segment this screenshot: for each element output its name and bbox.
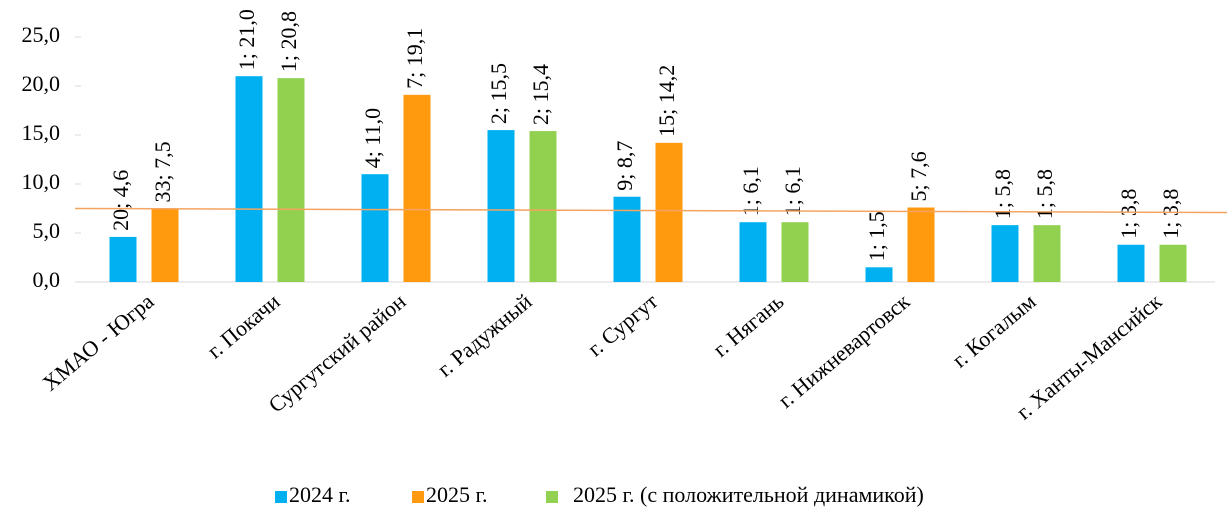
data-label: 4; 11,0	[360, 108, 385, 168]
x-tick-label: Сургутский район	[264, 288, 411, 417]
x-tick-label: г. Покачи	[202, 288, 285, 363]
data-label: 33; 7,5	[150, 141, 175, 202]
legend-swatch	[275, 491, 287, 503]
bar	[1159, 244, 1187, 282]
bar	[235, 76, 263, 282]
y-tick-label: 25,0	[22, 22, 61, 47]
bar	[991, 225, 1019, 282]
x-tick-label: г. Нягань	[708, 289, 789, 362]
data-label: 1; 6,1	[738, 166, 763, 216]
bar	[739, 222, 767, 282]
bar	[361, 174, 389, 282]
x-tick-label: г. Сургут	[583, 288, 663, 361]
x-tick-label: г. Когалым	[947, 289, 1040, 373]
y-tick-label: 20,0	[22, 71, 61, 96]
x-tick-label: ХМАО - Югра	[38, 288, 159, 395]
bar	[907, 207, 935, 282]
x-tick-label: г. Нижневартовск	[773, 288, 915, 412]
bar	[1117, 244, 1145, 282]
bar	[109, 236, 137, 282]
data-label: 2; 15,5	[486, 63, 511, 124]
data-label: 2; 15,4	[528, 64, 553, 125]
data-label: 1; 21,0	[234, 9, 259, 70]
data-label: 1; 5,8	[990, 169, 1015, 219]
bar	[487, 130, 515, 282]
legend-label: 2025 г.	[426, 482, 488, 507]
bar	[277, 78, 305, 282]
data-label: 1; 1,5	[864, 211, 889, 261]
bar	[781, 222, 809, 282]
bar	[655, 142, 683, 282]
data-label: 1; 3,8	[1116, 189, 1141, 239]
y-tick-label: 0,0	[33, 267, 61, 292]
data-label: 7; 19,1	[402, 28, 427, 89]
bar	[529, 131, 557, 282]
data-label: 5; 7,6	[906, 151, 931, 201]
reference-line	[74, 207, 1227, 214]
data-label: 20; 4,6	[108, 170, 133, 231]
data-label: 1; 5,8	[1032, 169, 1057, 219]
legend-swatch	[412, 491, 424, 503]
legend-label: 2024 г.	[289, 482, 351, 507]
y-tick-label: 15,0	[22, 120, 61, 145]
legend-label: 2025 г. (с положительной динамикой)	[573, 482, 924, 507]
data-label: 15; 14,2	[654, 65, 679, 137]
data-label: 1; 20,8	[276, 11, 301, 72]
legend-swatch	[546, 491, 558, 503]
y-tick-label: 10,0	[22, 169, 61, 194]
y-tick-label: 5,0	[33, 218, 61, 243]
data-label: 9; 8,7	[612, 141, 637, 191]
x-tick-label: г. Радужный	[432, 288, 536, 381]
bar	[403, 94, 431, 282]
bar	[613, 196, 641, 282]
data-label: 1; 3,8	[1158, 189, 1183, 239]
bar	[1033, 225, 1061, 282]
data-label: 1; 6,1	[780, 166, 805, 216]
bar	[151, 208, 179, 282]
bar	[865, 267, 893, 282]
